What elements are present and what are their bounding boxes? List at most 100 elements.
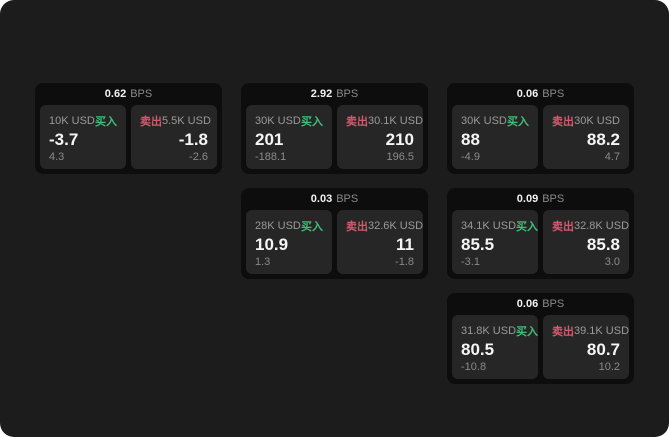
spread-unit-label: BPS <box>542 88 565 100</box>
buy-amount: 30K USD <box>255 115 301 127</box>
buy-price: 201 <box>255 130 284 149</box>
spread-value: 0.03 <box>310 193 333 205</box>
spread-header: 2.92 BPS <box>241 83 428 105</box>
sell-tile-top-row: 卖出 30.1K USD <box>346 113 423 129</box>
spread-value: 0.06 <box>516 88 539 100</box>
sell-price: -1.8 <box>178 130 208 149</box>
buy-amount: 28K USD <box>255 220 301 232</box>
buy-delta: -3.1 <box>461 256 480 268</box>
buy-tile-top-row: 28K USD 买入 <box>255 218 323 234</box>
sell-amount: 32.8K USD <box>574 220 630 232</box>
sell-quote-tile[interactable]: 卖出 5.5K USD -1.8 -2.6 <box>131 105 217 169</box>
sell-side-label: 卖出 <box>346 116 368 128</box>
buy-price: 80.5 <box>461 340 495 359</box>
sell-tile-top-row: 卖出 30K USD <box>552 113 620 129</box>
quote-card-body: 30K USD 买入 201 -188.1 卖出 30.1K USD 210 1… <box>241 105 428 174</box>
spread-header: 0.09 BPS <box>447 188 634 210</box>
quote-card-grid: 0.62 BPS 10K USD 买入 -3.7 4.3 卖出 5.5K USD… <box>35 83 634 384</box>
buy-delta: -4.9 <box>461 151 480 163</box>
sell-price: 11 <box>396 235 414 254</box>
buy-side-label: 买入 <box>516 221 539 233</box>
sell-tile-top-row: 卖出 39.1K USD <box>552 323 629 339</box>
buy-delta: 1.3 <box>255 256 271 268</box>
buy-tile-top-row: 10K USD 买入 <box>49 113 117 129</box>
buy-side-label: 买入 <box>516 326 539 338</box>
sell-amount: 30.1K USD <box>368 115 424 127</box>
sell-price: 88.2 <box>586 130 620 149</box>
sell-price: 85.8 <box>586 235 620 254</box>
sell-tile-top-row: 卖出 32.8K USD <box>552 218 629 234</box>
sell-price: 80.7 <box>586 340 620 359</box>
spread-unit-label: BPS <box>336 88 359 100</box>
quote-card: 0.62 BPS 10K USD 买入 -3.7 4.3 卖出 5.5K USD… <box>35 83 222 174</box>
sell-delta: 10.2 <box>598 361 620 373</box>
buy-side-label: 买入 <box>95 116 117 128</box>
spread-value: 2.92 <box>310 88 333 100</box>
spread-unit-label: BPS <box>336 193 359 205</box>
quote-card: 0.06 BPS 31.8K USD 买入 80.5 -10.8 卖出 39.1… <box>447 293 634 384</box>
quote-card: 0.06 BPS 30K USD 买入 88 -4.9 卖出 30K USD 8… <box>447 83 634 174</box>
sell-tile-top-row: 卖出 5.5K USD <box>140 113 211 129</box>
sell-amount: 5.5K USD <box>162 115 211 127</box>
sell-side-label: 卖出 <box>552 326 574 338</box>
spread-header: 0.03 BPS <box>241 188 428 210</box>
sell-amount: 32.6K USD <box>368 220 424 232</box>
sell-quote-tile[interactable]: 卖出 32.8K USD 85.8 3.0 <box>543 210 629 274</box>
buy-price: 85.5 <box>461 235 495 254</box>
buy-tile-top-row: 31.8K USD 买入 <box>461 323 538 339</box>
sell-quote-tile[interactable]: 卖出 32.6K USD 11 -1.8 <box>337 210 423 274</box>
buy-quote-tile[interactable]: 10K USD 买入 -3.7 4.3 <box>40 105 126 169</box>
quote-card-body: 28K USD 买入 10.9 1.3 卖出 32.6K USD 11 -1.8 <box>241 210 428 279</box>
buy-side-label: 买入 <box>301 116 323 128</box>
sell-delta: 3.0 <box>604 256 620 268</box>
spread-header: 0.06 BPS <box>447 83 634 105</box>
buy-price: 10.9 <box>255 235 289 254</box>
buy-quote-tile[interactable]: 28K USD 买入 10.9 1.3 <box>246 210 332 274</box>
buy-quote-tile[interactable]: 34.1K USD 买入 85.5 -3.1 <box>452 210 538 274</box>
quote-card: 0.03 BPS 28K USD 买入 10.9 1.3 卖出 32.6K US… <box>241 188 428 279</box>
sell-quote-tile[interactable]: 卖出 39.1K USD 80.7 10.2 <box>543 315 629 379</box>
buy-amount: 30K USD <box>461 115 507 127</box>
spread-header: 0.62 BPS <box>35 83 222 105</box>
spread-unit-label: BPS <box>542 298 565 310</box>
sell-quote-tile[interactable]: 卖出 30K USD 88.2 4.7 <box>543 105 629 169</box>
buy-amount: 31.8K USD <box>461 325 517 337</box>
buy-delta: 4.3 <box>49 151 65 163</box>
buy-quote-tile[interactable]: 30K USD 买入 88 -4.9 <box>452 105 538 169</box>
buy-price: 88 <box>461 130 480 149</box>
sell-side-label: 卖出 <box>346 221 368 233</box>
spread-value: 0.09 <box>516 193 539 205</box>
quote-card-body: 34.1K USD 买入 85.5 -3.1 卖出 32.8K USD 85.8… <box>447 210 634 279</box>
spread-value: 0.62 <box>104 88 127 100</box>
quote-card: 0.09 BPS 34.1K USD 买入 85.5 -3.1 卖出 32.8K… <box>447 188 634 279</box>
sell-delta: -2.6 <box>189 151 208 163</box>
buy-delta: -10.8 <box>461 361 487 373</box>
buy-quote-tile[interactable]: 30K USD 买入 201 -188.1 <box>246 105 332 169</box>
buy-amount: 34.1K USD <box>461 220 517 232</box>
spread-unit-label: BPS <box>130 88 153 100</box>
sell-price: 210 <box>385 130 414 149</box>
sell-side-label: 卖出 <box>552 221 574 233</box>
sell-delta: -1.8 <box>395 256 414 268</box>
sell-tile-top-row: 卖出 32.6K USD <box>346 218 423 234</box>
buy-side-label: 买入 <box>301 221 323 233</box>
quote-card-body: 10K USD 买入 -3.7 4.3 卖出 5.5K USD -1.8 -2.… <box>35 105 222 174</box>
spread-value: 0.06 <box>516 298 539 310</box>
buy-delta: -188.1 <box>255 151 287 163</box>
sell-amount: 30K USD <box>574 115 620 127</box>
buy-amount: 10K USD <box>49 115 95 127</box>
sell-quote-tile[interactable]: 卖出 30.1K USD 210 196.5 <box>337 105 423 169</box>
spread-header: 0.06 BPS <box>447 293 634 315</box>
buy-side-label: 买入 <box>507 116 529 128</box>
buy-tile-top-row: 30K USD 买入 <box>461 113 529 129</box>
buy-tile-top-row: 30K USD 买入 <box>255 113 323 129</box>
sell-delta: 196.5 <box>386 151 414 163</box>
buy-quote-tile[interactable]: 31.8K USD 买入 80.5 -10.8 <box>452 315 538 379</box>
sell-side-label: 卖出 <box>552 116 574 128</box>
buy-price: -3.7 <box>49 130 79 149</box>
sell-amount: 39.1K USD <box>574 325 630 337</box>
quote-card-body: 31.8K USD 买入 80.5 -10.8 卖出 39.1K USD 80.… <box>447 315 634 384</box>
buy-tile-top-row: 34.1K USD 买入 <box>461 218 538 234</box>
spread-unit-label: BPS <box>542 193 565 205</box>
